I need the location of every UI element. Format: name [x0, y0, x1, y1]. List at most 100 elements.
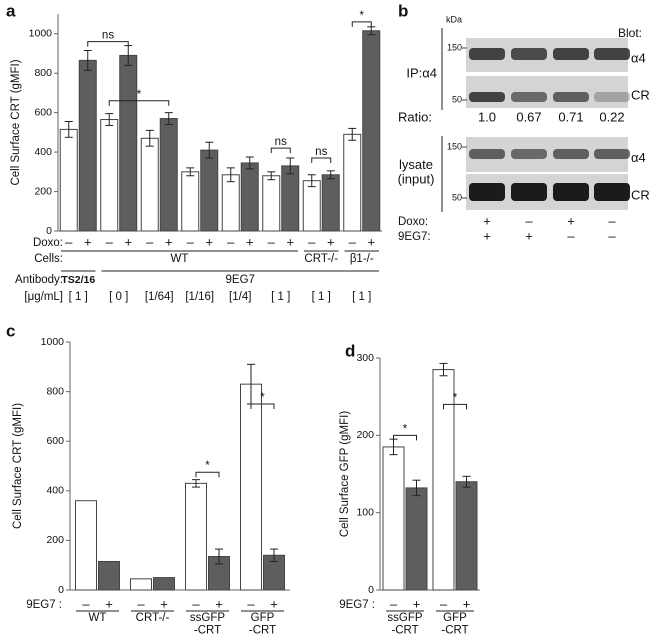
y-tick-label: 400	[34, 146, 52, 158]
ratio-value: 0.22	[599, 109, 624, 124]
significance-label: *	[403, 423, 408, 435]
series-sign: +	[105, 596, 113, 611]
category-label: [ 1 ]	[352, 291, 371, 303]
series-sign: +	[124, 234, 132, 249]
error-bar	[83, 49, 92, 71]
bar	[362, 30, 381, 232]
y-axis-label: Cell Surface CRT (gMFI)	[10, 59, 22, 185]
blot-target: α4	[631, 150, 646, 165]
significance-bracket	[108, 100, 170, 106]
y-tick-label: 400	[46, 485, 64, 497]
bar	[281, 165, 300, 232]
category-label: [1/16]	[185, 291, 214, 303]
bar	[405, 487, 428, 591]
antibody-row-label: Antibody:	[15, 274, 63, 286]
condition-sign: +	[525, 228, 533, 243]
ratio-value: 1.0	[478, 109, 496, 124]
series-sign: –	[106, 234, 114, 249]
error-bar	[186, 167, 195, 177]
blot-target: α4	[631, 50, 646, 65]
significance-label: *	[260, 392, 265, 404]
blot-band	[594, 48, 630, 60]
series-sign: +	[160, 596, 168, 611]
series-sign: +	[286, 234, 294, 249]
category-label: [ 1 ]	[69, 291, 88, 303]
bar	[181, 171, 200, 232]
y-axis-label: Cell Surface CRT (gMFI)	[12, 403, 24, 529]
series-sign: –	[227, 234, 235, 249]
bar	[98, 560, 120, 591]
y-tick-label: 300	[356, 352, 374, 364]
x-tick-label: CRT-/-	[136, 612, 170, 624]
series-sign: –	[268, 234, 276, 249]
series-sign: –	[146, 234, 154, 249]
error-bar	[192, 479, 200, 488]
blot-band	[553, 92, 589, 102]
bar	[262, 175, 281, 232]
bar	[200, 149, 219, 232]
y-tick-label: 200	[46, 534, 64, 546]
mw-marker: 50	[452, 94, 462, 104]
significance-label: *	[205, 460, 210, 472]
series-sign: –	[349, 234, 357, 249]
category-label: [1/4]	[229, 291, 251, 303]
category-label: [ 1 ]	[312, 291, 331, 303]
cells-group: CRT-/-	[304, 253, 338, 265]
bar	[75, 500, 97, 591]
significance-label: ns	[275, 136, 287, 148]
x-tick-label: GFP -CRT	[249, 612, 276, 637]
condition-label: 9EG7:	[398, 231, 431, 243]
bar	[302, 180, 321, 232]
y-tick-label: 800	[34, 67, 52, 79]
x-tick-label: ssGFP -CRT	[190, 612, 225, 637]
significance-bracket	[195, 471, 220, 478]
series-sign: –	[440, 596, 448, 611]
significance-bracket	[351, 21, 372, 27]
bar	[321, 174, 340, 232]
significance-bracket	[270, 147, 291, 154]
error-bar	[215, 548, 223, 565]
error-bar	[164, 112, 173, 125]
significance-label: ns	[315, 146, 327, 158]
error-bar	[226, 167, 235, 183]
blot-band	[469, 183, 505, 201]
panel-label: b	[398, 1, 408, 20]
y-tick-label: 200	[356, 429, 374, 441]
series-sign: +	[463, 596, 471, 611]
error-bar	[64, 121, 73, 138]
bar	[185, 482, 207, 591]
bar	[455, 481, 478, 591]
blot-band	[553, 183, 589, 201]
y-tick-label: 0	[58, 584, 64, 596]
y-tick-label: 600	[46, 435, 64, 447]
units: kDa	[446, 14, 462, 24]
x-tick-label: ssGFP -CRT	[387, 612, 422, 637]
error-bar	[145, 129, 154, 147]
cells-group: β1-/-	[350, 253, 374, 265]
series-row-label: 9EG7 :	[339, 599, 375, 611]
bar	[153, 577, 175, 591]
series-row-label: Doxo:	[33, 237, 63, 249]
significance-bracket	[443, 403, 467, 410]
blot-band	[553, 48, 589, 60]
ratio-value: 0.67	[516, 109, 541, 124]
condition-label: Doxo:	[398, 216, 428, 228]
ip-label: IP:α4	[406, 65, 437, 80]
series-sign: –	[187, 234, 195, 249]
bar	[59, 128, 78, 232]
bar	[119, 54, 138, 232]
bar	[240, 162, 259, 232]
categories-row-label: [μg/mL]	[24, 291, 63, 303]
significance-label: ns	[102, 30, 114, 42]
panel-label: a	[6, 1, 16, 20]
significance-label: *	[137, 89, 142, 101]
significance-bracket	[311, 157, 332, 164]
series-sign: –	[390, 596, 398, 611]
series-sign: –	[82, 596, 90, 611]
category-label: [1/64]	[145, 291, 174, 303]
series-sign: +	[270, 596, 278, 611]
x-tick-label: WT	[89, 612, 107, 624]
error-bar	[348, 127, 357, 141]
series-sign: –	[137, 596, 145, 611]
bar	[100, 119, 119, 232]
